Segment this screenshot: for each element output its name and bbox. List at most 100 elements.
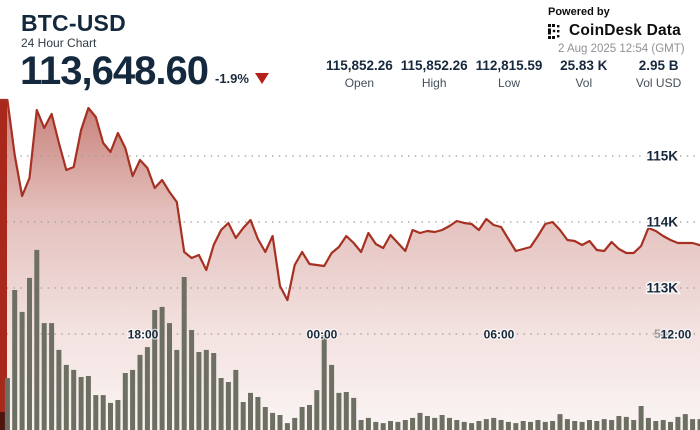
volume-bar: [365, 417, 371, 430]
volume-bar: [587, 420, 592, 430]
volume-bar: [535, 420, 541, 430]
stat-value: 115,852.26: [400, 58, 468, 73]
volume-bar: [638, 406, 644, 430]
volume-bar: [196, 352, 202, 430]
volume-bar: [410, 417, 416, 430]
volume-bar: [351, 397, 357, 430]
price-change-percent: -1.9%: [215, 71, 249, 86]
price-area-fill: [0, 100, 700, 430]
volume-bar: [432, 417, 438, 430]
volume-bar: [27, 277, 32, 430]
volume-bar: [321, 335, 327, 430]
stat-label: Vol: [575, 76, 593, 90]
volume-bar: [660, 420, 666, 430]
volume-bar: [203, 349, 209, 430]
volume-bar: [564, 419, 570, 430]
stat-label: Open: [344, 76, 375, 90]
accent-stripe: [0, 100, 7, 430]
volume-bar: [255, 397, 261, 430]
volume-bar: [675, 416, 681, 430]
volume-bar: [513, 423, 519, 430]
volume-bar: [108, 402, 113, 430]
volume-bar: [550, 421, 556, 430]
ohlc-stats-row: 115,852.26 Open 115,852.26 High 112,815.59 Lo…: [322, 58, 696, 91]
volume-bar: [623, 416, 629, 430]
volume-bar: [115, 400, 121, 430]
volume-bar: [601, 419, 607, 430]
volume-bar: [85, 376, 91, 430]
volume-bar: [122, 373, 128, 430]
volume-bar: [520, 421, 526, 430]
volume-bar: [233, 369, 239, 430]
stat-value: 112,815.59: [475, 58, 543, 73]
volume-bar: [542, 421, 548, 430]
volume-bar: [314, 390, 320, 430]
volume-bar: [292, 417, 298, 430]
price-line: [0, 98, 700, 302]
volume-bar: [262, 407, 268, 430]
volume-bar: [34, 249, 40, 430]
volume-bar: [557, 414, 563, 430]
stat-value: 115,852.26: [325, 58, 393, 73]
chart-subtitle: 24 Hour Chart: [21, 36, 97, 50]
volume-bar: [100, 395, 106, 430]
instrument-symbol: BTC-USD: [21, 10, 126, 36]
stat-value: 25.83 K: [560, 58, 608, 73]
volume-bar: [461, 421, 467, 430]
volume-bar: [181, 277, 187, 430]
volume-bar: [329, 364, 335, 430]
price-axis-label: 114K: [646, 215, 678, 230]
volume-bar: [616, 416, 622, 430]
volume-bar: [697, 419, 700, 430]
volume-bar: [491, 417, 497, 430]
time-axis-label: 00:00: [307, 328, 338, 342]
stat-value: 2.95 B: [638, 58, 679, 73]
volume-bar: [211, 353, 217, 430]
volume-bar: [424, 416, 430, 430]
volume-bar: [167, 323, 172, 430]
volume-bar: [63, 364, 69, 430]
stat-high: 115,852.26 High: [397, 58, 472, 91]
time-axis-label: 06:00: [484, 328, 515, 342]
volume-bar: [402, 420, 408, 430]
volume-bar: [19, 311, 25, 430]
current-price: 113,648.60: [20, 49, 209, 93]
volume-bar: [240, 402, 246, 430]
volume-bar: [380, 423, 386, 430]
volume-bar: [152, 310, 158, 430]
time-axis-label: 18:00: [128, 328, 159, 342]
volume-bar: [41, 323, 47, 430]
stat-label: Low: [497, 76, 520, 90]
price-axis-label: 115K: [646, 149, 678, 164]
stat-vol: 25.83 K Vol: [546, 58, 621, 91]
volume-bar: [469, 423, 475, 430]
stat-label: Vol USD: [635, 76, 682, 90]
volume-bar: [343, 392, 349, 430]
coindesk-logo-icon: [548, 23, 560, 39]
volume-bar: [299, 407, 305, 430]
stat-open: 115,852.26 Open: [322, 58, 397, 91]
volume-bar: [189, 330, 195, 430]
volume-bar: [579, 421, 585, 430]
time-axis-label: 12:00: [661, 328, 692, 342]
volume-bar: [454, 420, 460, 430]
powered-by-label: Powered by: [548, 6, 610, 18]
volume-bar: [336, 392, 342, 430]
volume-bar: [159, 306, 165, 430]
volume-bar: [690, 419, 696, 430]
change-down-arrow-icon: [254, 73, 269, 84]
quote-timestamp: 2 Aug 2025 12:54 (GMT): [558, 43, 685, 55]
volume-bar: [71, 369, 77, 430]
volume-bar: [49, 323, 55, 430]
volume-bar: [631, 420, 637, 430]
volume-bar: [137, 354, 143, 430]
brand-name[interactable]: CoinDesk Data: [569, 22, 681, 39]
volume-bar: [439, 415, 445, 430]
volume-bar: [174, 349, 180, 430]
volume-bar: [277, 415, 283, 430]
price-axis-label: 113K: [646, 281, 678, 296]
volume-bar: [417, 412, 423, 430]
volume-bar: [270, 412, 276, 430]
